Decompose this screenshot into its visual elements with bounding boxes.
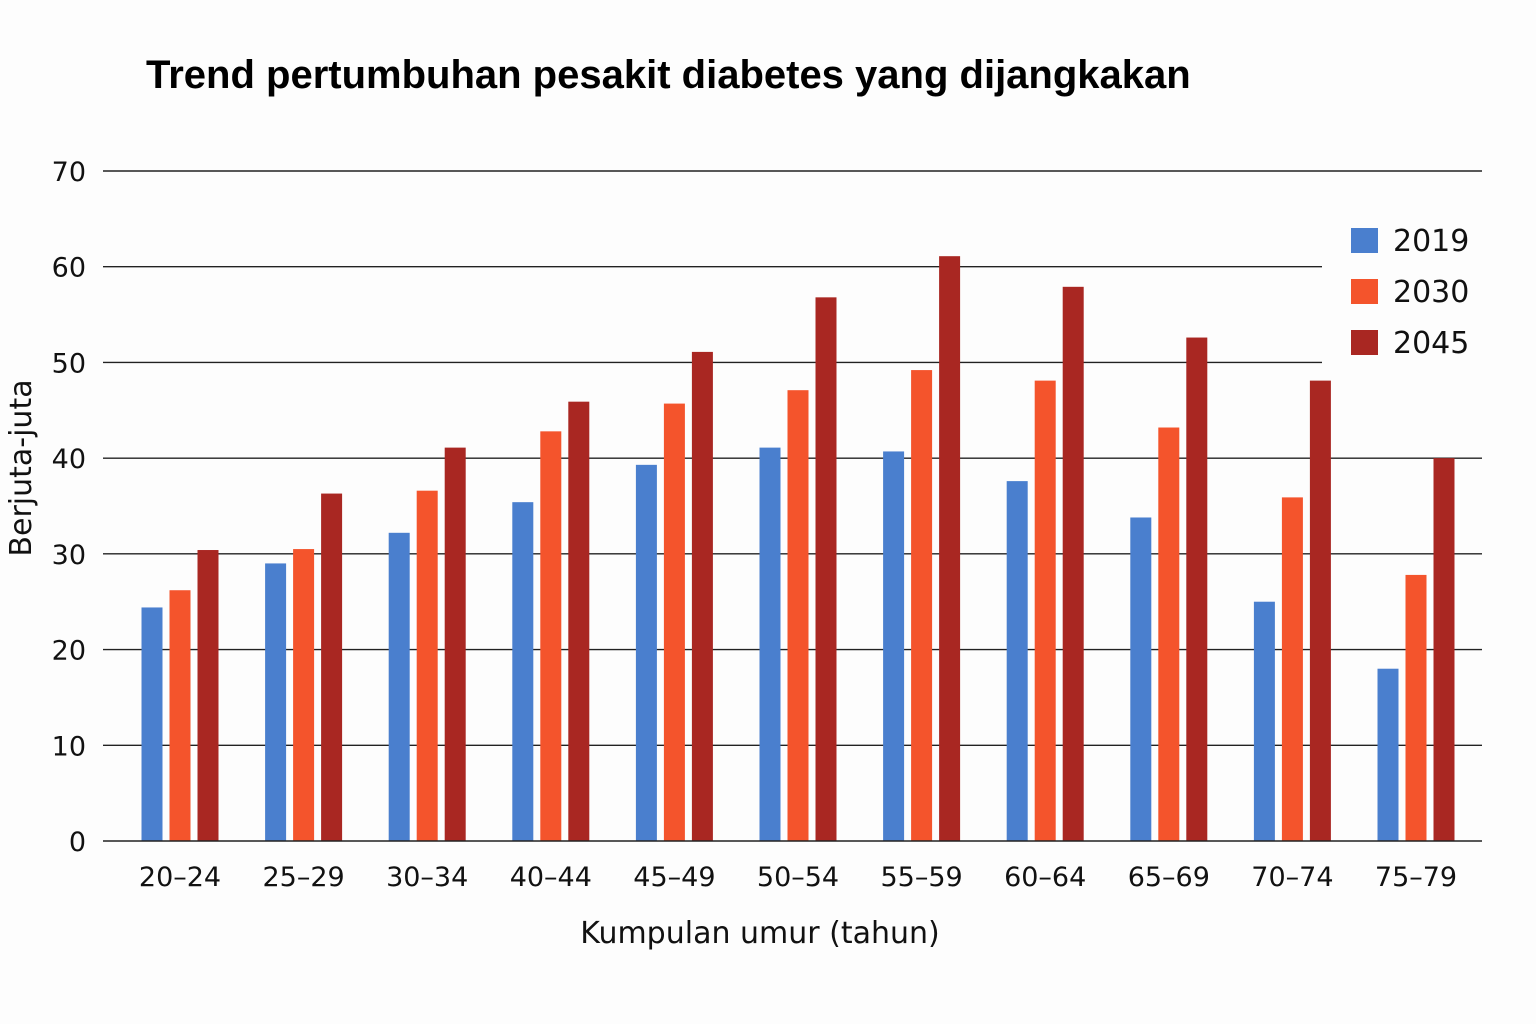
bars — [141, 256, 1455, 842]
legend: 2019 2030 2045 — [1322, 212, 1482, 372]
bar-2045-10 — [1433, 458, 1455, 841]
x-axis-label: Kumpulan umur (tahun) — [580, 916, 939, 951]
legend-swatch-2030 — [1351, 279, 1378, 304]
bar-2030-0 — [169, 590, 191, 841]
bar-2045-1 — [321, 493, 343, 841]
y-axis-ticks: 0 10 20 30 40 50 60 70 — [52, 157, 86, 858]
x-tick-label: 25–29 — [262, 862, 344, 893]
legend-label: 2019 — [1393, 224, 1469, 259]
bar-2019-9 — [1253, 601, 1275, 841]
bar-2030-5 — [787, 390, 809, 841]
x-axis-ticks: 20–24 25–29 30–34 40–44 45–49 50–54 55–59 60–64… — [139, 862, 1457, 893]
bar-2019-7 — [1006, 481, 1028, 841]
bar-2045-4 — [691, 351, 713, 841]
bar-2030-6 — [911, 370, 933, 841]
bar-2019-6 — [883, 451, 905, 841]
bar-2030-7 — [1034, 380, 1056, 841]
x-tick-label: 45–49 — [633, 862, 715, 893]
legend-label: 2030 — [1393, 275, 1469, 310]
bar-2045-7 — [1062, 286, 1084, 841]
y-tick-label: 40 — [52, 444, 86, 475]
bar-2030-8 — [1158, 427, 1180, 841]
y-tick-label: 20 — [52, 636, 86, 667]
bar-2030-10 — [1405, 574, 1427, 841]
bar-2045-6 — [939, 256, 961, 842]
y-tick-label: 50 — [52, 348, 86, 379]
bar-2030-2 — [416, 490, 438, 841]
y-tick-label: 70 — [52, 157, 86, 188]
x-tick-label: 20–24 — [139, 862, 221, 893]
bar-2045-3 — [568, 401, 590, 841]
x-tick-label: 75–79 — [1375, 862, 1457, 893]
bar-2045-8 — [1186, 337, 1208, 841]
y-tick-label: 60 — [52, 253, 86, 284]
bar-2019-5 — [759, 447, 781, 841]
bar-2019-0 — [141, 607, 163, 841]
bar-2030-9 — [1281, 497, 1303, 841]
bar-2019-4 — [635, 464, 657, 841]
x-tick-label: 30–34 — [386, 862, 468, 893]
bar-2045-2 — [444, 447, 466, 841]
legend-background — [1322, 212, 1482, 372]
bar-2019-2 — [388, 532, 410, 841]
x-tick-label: 65–69 — [1128, 862, 1210, 893]
bar-2019-1 — [265, 563, 287, 841]
x-tick-label: 60–64 — [1004, 862, 1086, 893]
y-axis-label: Berjuta-juta — [4, 379, 39, 556]
x-tick-label: 70–74 — [1251, 862, 1333, 893]
y-tick-label: 30 — [52, 540, 86, 571]
bar-2045-5 — [815, 297, 837, 841]
legend-label: 2045 — [1393, 326, 1469, 361]
bar-2019-8 — [1130, 517, 1152, 841]
x-tick-label: 40–44 — [510, 862, 592, 893]
bar-2030-1 — [293, 549, 315, 841]
bar-2030-4 — [663, 403, 685, 841]
x-tick-label: 50–54 — [757, 862, 839, 893]
y-tick-label: 10 — [52, 731, 86, 762]
legend-swatch-2045 — [1351, 330, 1378, 355]
bar-2045-0 — [197, 550, 219, 841]
legend-swatch-2019 — [1351, 228, 1378, 253]
bar-2045-9 — [1309, 380, 1331, 841]
bar-2019-10 — [1377, 668, 1399, 841]
y-tick-label: 0 — [69, 827, 86, 858]
bar-2019-3 — [512, 502, 534, 841]
chart-title: Trend pertumbuhan pesakit diabetes yang … — [146, 53, 1191, 97]
x-tick-label: 55–59 — [880, 862, 962, 893]
bar-2030-3 — [540, 431, 562, 841]
